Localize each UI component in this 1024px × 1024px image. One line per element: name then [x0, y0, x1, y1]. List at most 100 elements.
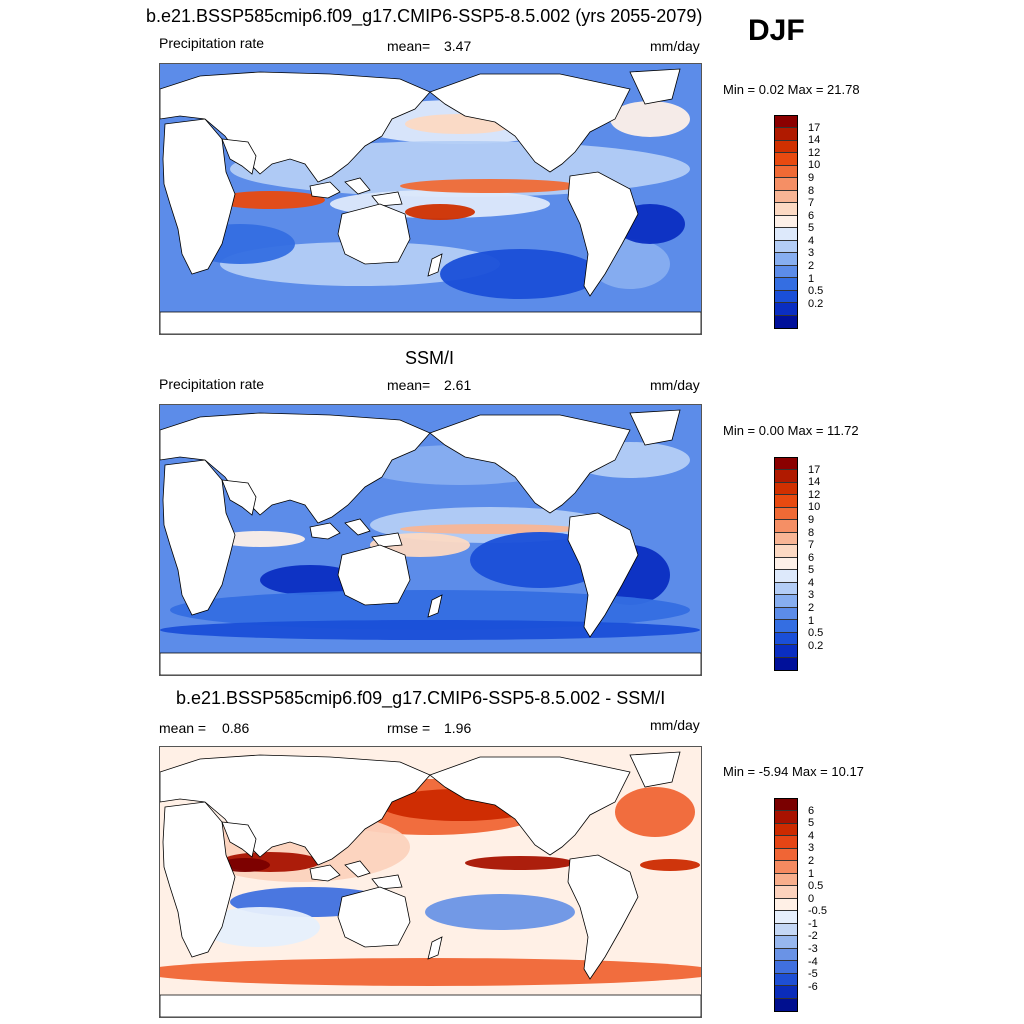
colorbar-swatch — [775, 495, 797, 508]
colorbar-tick-label: 14 — [808, 134, 821, 147]
panel-model-variable-label: Precipitation rate — [159, 35, 265, 51]
colorbar-tick-label: -1 — [808, 917, 818, 930]
colorbar-tick-label: 9 — [808, 513, 815, 526]
panel-model-title: b.e21.BSSP585cmip6.f09_g17.CMIP6-SSP5-8.… — [146, 6, 703, 26]
colorbar-tick-label: 3 — [808, 589, 815, 602]
panel-model-mean-label: mean= — [387, 38, 431, 54]
colorbar-swatch — [775, 873, 797, 887]
colorbar-swatch — [775, 482, 797, 496]
colorbar-swatch — [775, 128, 797, 141]
colorbar-swatch — [775, 557, 797, 571]
colorbar-tick-label: 8 — [808, 526, 815, 539]
colorbar-tick-label: 3 — [808, 247, 815, 260]
colorbar-swatch — [775, 190, 797, 204]
colorbar-tick-label: 5 — [808, 564, 815, 577]
colorbar-swatch — [775, 545, 797, 558]
colorbar-swatch — [775, 140, 797, 154]
colorbar-tick-label: 0.5 — [808, 880, 824, 893]
colorbar-swatch — [775, 470, 797, 483]
colorbar-tick-label: -2 — [808, 930, 818, 943]
colorbar-tick-label: 0.5 — [808, 285, 824, 298]
panel-model-units: mm/day — [650, 38, 700, 54]
colorbar-tick-label: -4 — [808, 955, 818, 968]
colorbar-tick-label: 17 — [808, 463, 821, 476]
panel-model-mean-value: 3.47 — [444, 38, 472, 54]
colorbar-tick-label: -6 — [808, 980, 818, 993]
colorbar-swatch — [775, 240, 797, 254]
colorbar-swatch — [775, 153, 797, 166]
colorbar-tick-label: -3 — [808, 943, 818, 956]
colorbar-swatch — [775, 520, 797, 533]
colorbar-swatch — [775, 278, 797, 291]
panel-diff-units: mm/day — [650, 717, 700, 733]
colorbar-tick-label: 6 — [808, 209, 815, 222]
colorbar-tick-label: 8 — [808, 184, 815, 197]
panel-obs-units: mm/day — [650, 377, 700, 393]
colorbar-swatch — [775, 961, 797, 974]
colorbar-tick-label: 2 — [808, 260, 815, 273]
colorbar-swatch — [775, 165, 797, 179]
colorbar-swatch — [775, 911, 797, 924]
panel-model-colorbar — [774, 115, 798, 329]
colorbar-swatch — [775, 898, 797, 912]
colorbar-swatch — [775, 458, 797, 471]
colorbar-tick-label: 3 — [808, 842, 815, 855]
season-label: DJF — [748, 14, 805, 47]
colorbar-swatch — [775, 228, 797, 241]
colorbar-swatch — [775, 178, 797, 191]
colorbar-swatch — [775, 265, 797, 279]
colorbar-swatch — [775, 923, 797, 937]
colorbar-swatch — [775, 998, 797, 1011]
panel-model-minmax: Min = 0.02 Max = 21.78 — [723, 82, 860, 97]
colorbar-tick-label: 0.2 — [808, 639, 824, 652]
panel-obs-mean-value: 2.61 — [444, 377, 472, 393]
panel-obs-minmax: Min = 0.00 Max = 11.72 — [723, 423, 859, 438]
panel-obs-mean-label: mean= — [387, 377, 431, 393]
colorbar-tick-label: 2 — [808, 854, 815, 867]
colorbar-tick-label: 4 — [808, 829, 815, 842]
colorbar-tick-label: 17 — [808, 121, 821, 134]
colorbar-swatch — [775, 315, 797, 328]
colorbar-tick-label: -5 — [808, 968, 818, 981]
colorbar-tick-label: 0.5 — [808, 627, 824, 640]
colorbar-tick-label: 2 — [808, 602, 815, 615]
colorbar-swatch — [775, 570, 797, 583]
panel-diff-minmax: Min = -5.94 Max = 10.17 — [723, 764, 864, 779]
panel-model-map — [159, 63, 702, 335]
panel-diff-colorbar — [774, 798, 798, 1012]
panel-diff-mean-label: mean = — [159, 720, 207, 736]
colorbar-swatch — [775, 799, 797, 812]
colorbar-swatch — [775, 595, 797, 608]
panel-obs-map — [159, 404, 702, 676]
colorbar-tick-label: 9 — [808, 171, 815, 184]
colorbar-tick-label: 4 — [808, 234, 815, 247]
colorbar-tick-label: 0 — [808, 892, 815, 905]
colorbar-swatch — [775, 861, 797, 874]
colorbar-swatch — [775, 657, 797, 670]
panel-diff-rmse-value: 1.96 — [444, 720, 472, 736]
colorbar-swatch — [775, 116, 797, 129]
colorbar-swatch — [775, 811, 797, 824]
colorbar-swatch — [775, 632, 797, 646]
colorbar-swatch — [775, 507, 797, 521]
colorbar-tick-label: 1 — [808, 867, 815, 880]
panel-diff-rmse-label: rmse = — [387, 720, 431, 736]
colorbar-swatch — [775, 203, 797, 216]
colorbar-tick-label: 7 — [808, 539, 815, 552]
colorbar-swatch — [775, 973, 797, 987]
colorbar-swatch — [775, 253, 797, 266]
colorbar-tick-label: 7 — [808, 197, 815, 210]
panel-diff-mean-value: 0.86 — [222, 720, 250, 736]
colorbar-tick-label: 6 — [808, 551, 815, 564]
colorbar-swatch — [775, 848, 797, 862]
colorbar-swatch — [775, 823, 797, 837]
panel-diff-title: b.e21.BSSP585cmip6.f09_g17.CMIP6-SSP5-8.… — [176, 688, 666, 708]
colorbar-swatch — [775, 936, 797, 949]
colorbar-swatch — [775, 645, 797, 658]
panel-obs-title: SSM/I — [405, 348, 455, 368]
colorbar-tick-label: 1 — [808, 272, 815, 285]
colorbar-tick-label: 0.2 — [808, 297, 824, 310]
colorbar-swatch — [775, 986, 797, 999]
colorbar-tick-label: 10 — [808, 159, 821, 172]
panel-diff-map — [159, 746, 702, 1018]
